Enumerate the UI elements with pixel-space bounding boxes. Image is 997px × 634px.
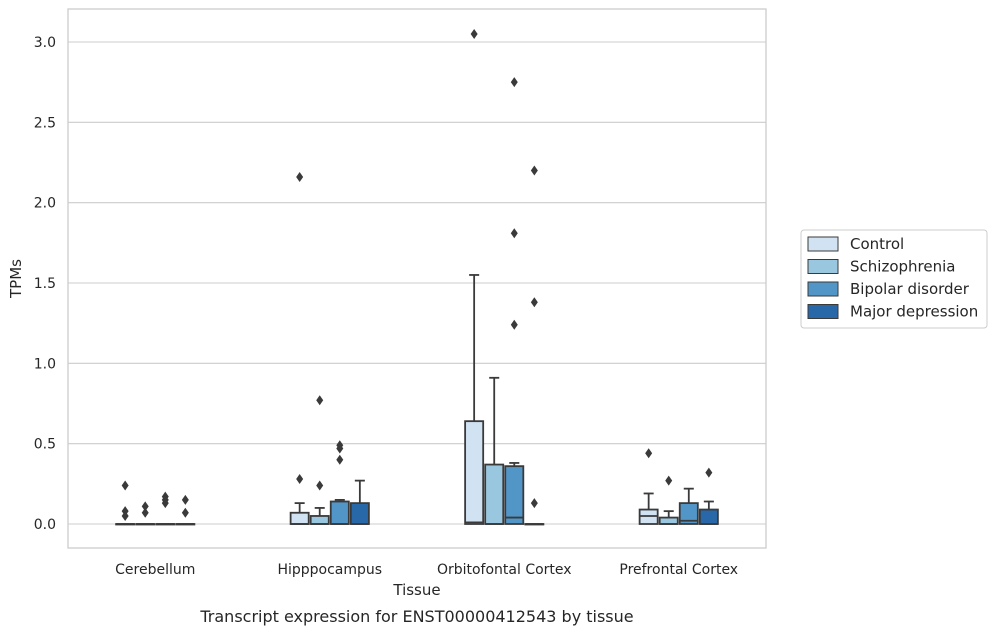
box-body — [349, 502, 370, 525]
outlier-point — [296, 474, 304, 485]
outlier-point — [530, 165, 538, 176]
x-tick-label: Hipppocampus — [277, 562, 382, 578]
box-major-depression — [175, 494, 196, 526]
box-bipolar-disorder — [155, 491, 176, 526]
y-axis-label: TPMs — [7, 259, 25, 299]
box-body — [464, 420, 485, 525]
y-tick-label: 1.5 — [34, 276, 56, 292]
legend-label: Major depression — [850, 303, 978, 321]
outlier-point — [316, 480, 324, 491]
box-schizophrenia — [484, 376, 505, 525]
outlier-point — [121, 510, 129, 521]
x-tick-label: Cerebellum — [115, 562, 195, 578]
y-tick-label: 2.5 — [34, 115, 56, 131]
outlier-point — [181, 507, 189, 518]
tick-labels: 0.0 0.5 1.0 1.5 2.0 2.5 3.0 Cerebellum Hipppocam… — [34, 35, 738, 578]
outlier-point — [510, 319, 518, 330]
box-major-depression — [698, 467, 719, 525]
outlier-point — [705, 467, 713, 478]
box-body — [484, 463, 505, 525]
outlier-point — [141, 507, 149, 518]
legend-label: Control — [850, 235, 904, 253]
box-schizophrenia — [309, 395, 330, 525]
chart-caption: Transcript expression for ENST0000041254… — [199, 607, 633, 626]
box-major-depression — [349, 479, 370, 525]
y-tick-label: 3.0 — [34, 35, 56, 51]
outlier-point — [510, 228, 518, 239]
box-body — [678, 502, 699, 525]
legend-swatch — [807, 304, 839, 319]
box-schizophrenia — [135, 501, 156, 526]
outlier-point — [296, 171, 304, 182]
legend-label: Bipolar disorder — [850, 280, 970, 298]
y-tick-label: 1.0 — [34, 356, 56, 372]
box-body — [698, 508, 719, 525]
box-bipolar-disorder — [678, 487, 699, 525]
outlier-point — [141, 501, 149, 512]
box-body — [289, 511, 310, 525]
y-tick-label: 0.5 — [34, 437, 56, 453]
box-body — [504, 465, 525, 525]
box-schizophrenia — [658, 475, 679, 525]
legend-label: Schizophrenia — [850, 258, 955, 276]
box-major-depression — [524, 165, 545, 526]
box-layer — [115, 28, 719, 526]
x-axis-label: Tissue — [392, 581, 440, 599]
legend-swatch — [807, 281, 839, 297]
outlier-point — [161, 498, 169, 509]
y-tick-label: 2.0 — [34, 196, 56, 212]
outlier-point — [645, 448, 653, 459]
legend-swatch — [807, 236, 839, 252]
x-tick-label: Orbitofontal Cortex — [437, 562, 572, 578]
outlier-point — [470, 28, 478, 39]
box-control — [115, 480, 136, 526]
y-tick-label: 0.0 — [34, 517, 56, 533]
plot-frame — [67, 8, 767, 549]
outlier-point — [336, 440, 344, 451]
outlier-point — [530, 498, 538, 509]
outlier-point — [336, 454, 344, 465]
outlier-point — [530, 297, 538, 308]
gridlines — [68, 41, 766, 525]
box-body — [329, 500, 350, 525]
legend: Control Schizophrenia Bipolar disorder Majo… — [800, 229, 988, 329]
box-body — [309, 515, 330, 525]
outlier-point — [181, 494, 189, 505]
outlier-point — [665, 475, 673, 486]
box-bipolar-disorder — [329, 440, 350, 525]
outlier-point — [121, 480, 129, 491]
legend-swatch — [807, 259, 839, 274]
outlier-point — [316, 395, 324, 406]
legend-frame — [800, 229, 988, 329]
outlier-point — [510, 77, 518, 88]
box-body — [658, 516, 679, 525]
x-tick-label: Prefrontal Cortex — [619, 562, 738, 578]
box-bipolar-disorder — [504, 77, 525, 525]
box-control — [464, 28, 485, 525]
box-control — [638, 448, 659, 525]
box-control — [289, 171, 310, 525]
